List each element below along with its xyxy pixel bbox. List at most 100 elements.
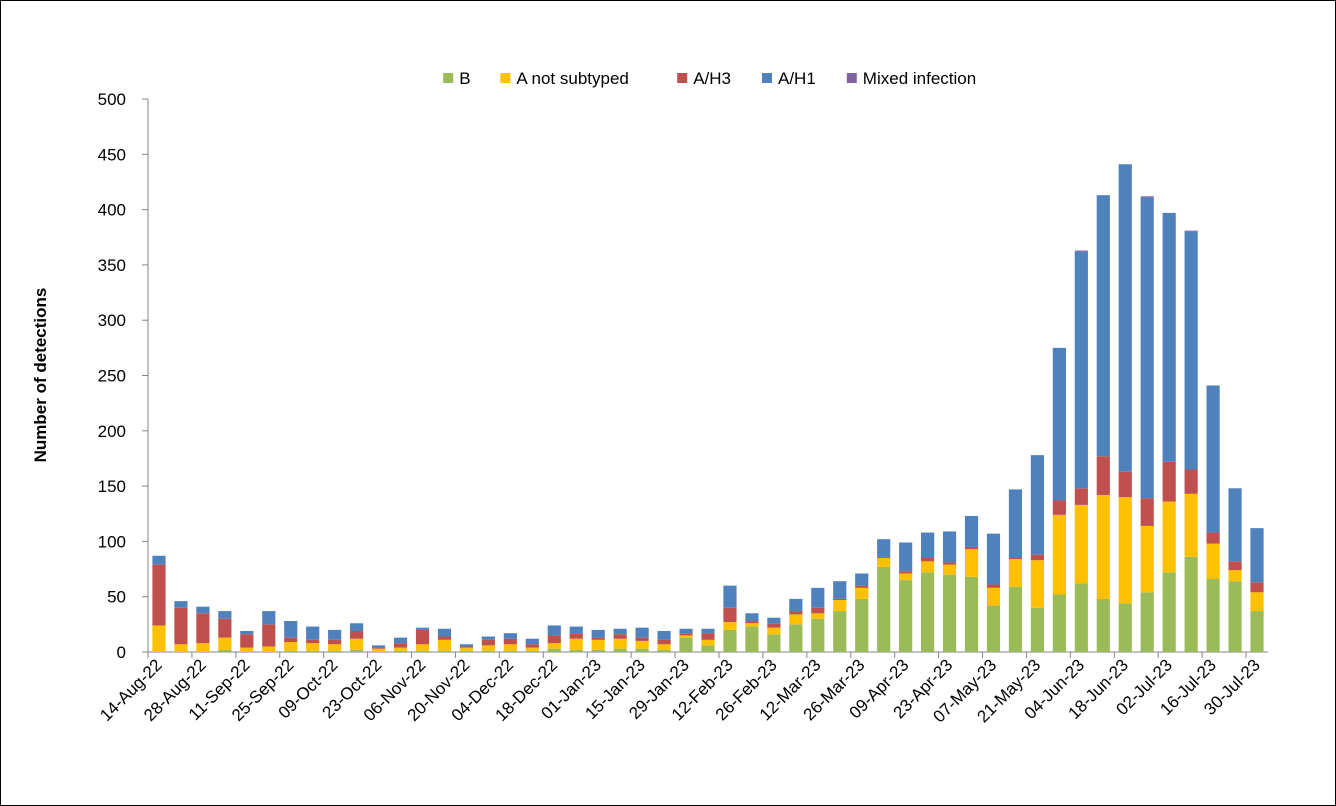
y-tick-label: 450 [98, 145, 126, 164]
bar-segment [811, 607, 825, 614]
y-tick-label: 150 [98, 477, 126, 496]
bar-segment [723, 585, 737, 608]
bar-segment [525, 650, 539, 652]
bar-segment [745, 623, 759, 627]
bar-segment [1074, 250, 1088, 252]
bar-segment [657, 649, 671, 652]
bar-segment [613, 648, 627, 652]
bar-segment [1140, 498, 1154, 526]
bar-segment [1118, 497, 1132, 604]
bar-segment [964, 549, 979, 577]
bar-segment [1250, 592, 1264, 612]
bar-segment [1052, 594, 1066, 652]
bar-segment [437, 639, 452, 651]
bar-segment [701, 639, 715, 646]
bar-segment [306, 650, 320, 652]
bar-segment [569, 649, 583, 652]
bar-segment [877, 556, 891, 558]
bar-segment [152, 625, 166, 652]
bar-segment [372, 645, 386, 648]
bar-segment [679, 637, 693, 652]
bar-segment [833, 600, 847, 612]
bar-segment [921, 532, 935, 558]
bar-segment [284, 650, 298, 652]
bar-segment [855, 573, 869, 586]
bar-segment [1206, 579, 1220, 652]
bar-segment [284, 642, 298, 651]
bar-segment [723, 607, 737, 623]
bar-segment [196, 643, 210, 652]
bar-segment [1008, 586, 1023, 652]
bar-segment [1250, 611, 1264, 652]
bar-segment [855, 598, 869, 652]
bar-segment [1228, 570, 1242, 582]
y-axis-title: Number of detections [31, 288, 50, 463]
bar-segment [833, 581, 847, 599]
bar-segment [240, 647, 254, 652]
bar-segment [811, 587, 825, 608]
bar-segment [942, 574, 957, 652]
bar-segment [459, 646, 474, 648]
bar-segment [789, 598, 803, 612]
bar-segment [196, 613, 210, 644]
bar-segment [306, 643, 320, 651]
bar-segment [372, 647, 386, 649]
bar-segment [1030, 455, 1044, 555]
bar-segment [459, 647, 474, 651]
bar-segment [306, 639, 320, 644]
legend-label: A/H3 [693, 69, 731, 88]
y-tick-label: 200 [98, 422, 126, 441]
bar-segment [306, 626, 320, 640]
legend-label: A/H1 [778, 69, 816, 88]
bar-segment [1162, 572, 1176, 652]
bar-segment [1206, 543, 1220, 580]
bar-segment [767, 627, 781, 635]
bar-segment [1096, 195, 1110, 457]
legend-label: Mixed infection [863, 69, 976, 88]
bar-segment [262, 646, 276, 652]
bar-segment [591, 649, 605, 652]
bar-segment [1184, 231, 1198, 470]
bar-segment [635, 640, 649, 649]
bar-segment [328, 650, 342, 652]
bar-segment [899, 573, 913, 581]
bar-segment [855, 585, 869, 588]
bar-segment [942, 564, 957, 575]
bar-segment [1118, 164, 1132, 472]
bar-segment [1184, 556, 1198, 652]
bar-segment [635, 627, 649, 638]
bar-segment [723, 629, 737, 652]
bar-segment [481, 645, 495, 651]
bar-segment [1140, 196, 1154, 198]
bar-segment [350, 623, 364, 631]
bar-segment [964, 576, 979, 652]
bar-segment [1118, 603, 1132, 652]
bar-segment [525, 644, 539, 648]
bar-segment [789, 611, 803, 615]
legend-label: B [459, 69, 470, 88]
bar-segment [591, 629, 605, 638]
bar-segment [415, 650, 430, 652]
y-tick-label: 300 [98, 311, 126, 330]
bar-segment [789, 624, 803, 652]
bar-segment [525, 638, 539, 645]
bar-segment [284, 637, 298, 643]
bar-segment [415, 644, 430, 651]
bar-segment [1074, 488, 1088, 505]
bar-segment [393, 643, 408, 648]
bar-segment [1250, 582, 1264, 593]
bar-segment [1140, 525, 1154, 593]
bar-segment [942, 531, 957, 563]
bar-segment [745, 621, 759, 624]
bar-segment [503, 633, 517, 639]
bar-segment [350, 649, 364, 652]
y-tick-label: 50 [107, 588, 126, 607]
bar-segment [1206, 532, 1220, 544]
bar-segment [1030, 560, 1044, 608]
bar-segment [986, 605, 1001, 652]
bar-segment [635, 637, 649, 641]
bar-segment [393, 637, 408, 644]
